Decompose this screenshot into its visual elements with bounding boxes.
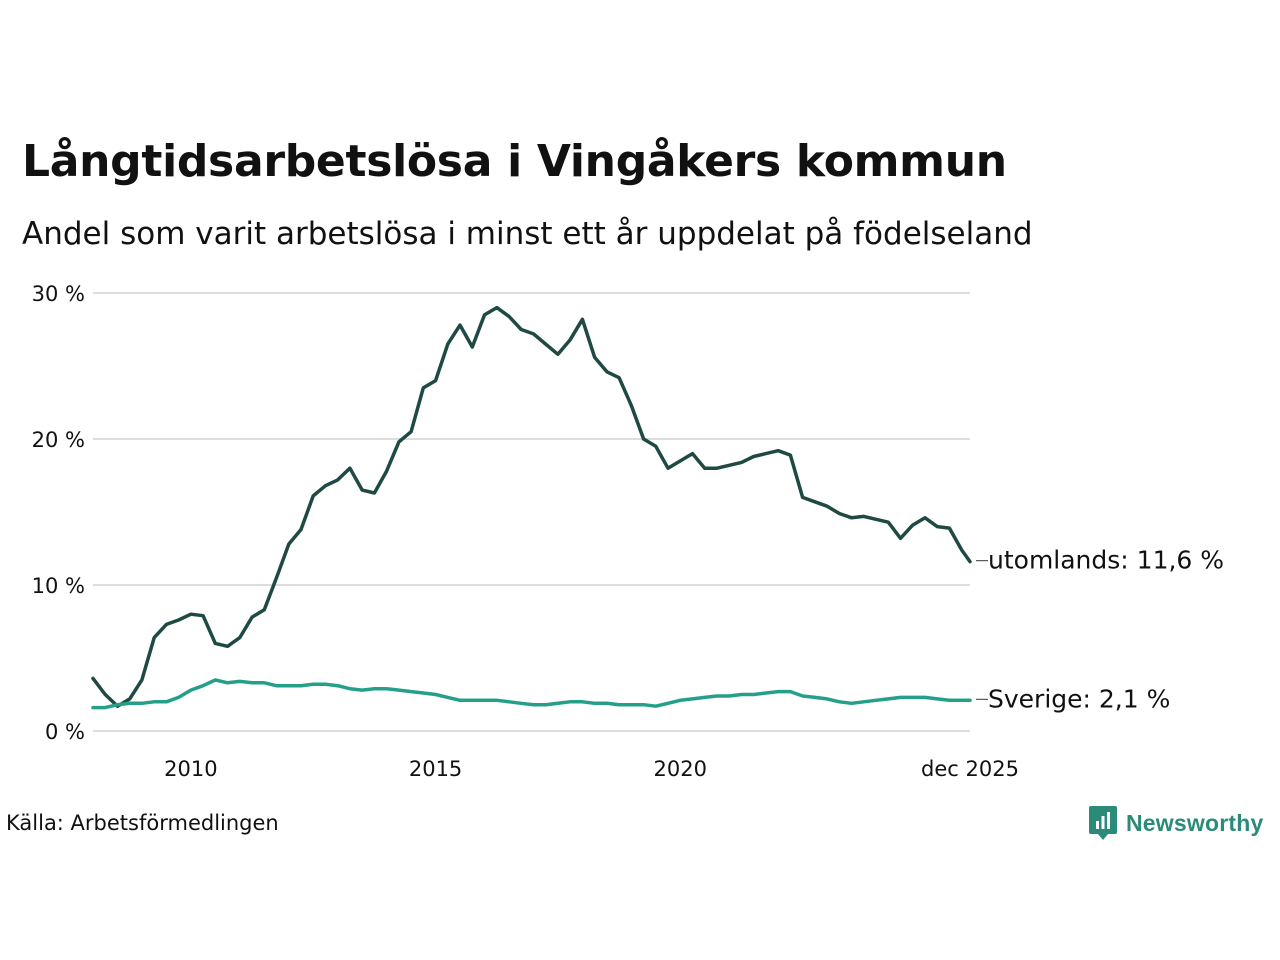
brand-logo: Newsworthy bbox=[1088, 803, 1268, 843]
x-tick-label: 2010 bbox=[164, 757, 217, 781]
grid-lines bbox=[93, 292, 970, 732]
series-lines bbox=[91, 305, 972, 710]
newsworthy-logo-icon bbox=[1089, 806, 1117, 840]
line-chart: 0 % 10 % 20 % 30 % 2010 2015 2020 dec 2025 uto… bbox=[32, 282, 1224, 781]
end-labels: utomlands: 11,6 % Sverige: 2,1 % bbox=[976, 546, 1224, 713]
y-tick-label: 0 % bbox=[45, 720, 85, 744]
x-axis-ticks: 2010 2015 2020 dec 2025 bbox=[164, 757, 1019, 781]
x-tick-label: 2015 bbox=[409, 757, 462, 781]
y-axis-ticks: 0 % 10 % 20 % 30 % bbox=[32, 282, 85, 744]
chart-title: Långtidsarbetslösa i Vingåkers kommun bbox=[22, 136, 1007, 187]
end-label-utomlands: utomlands: 11,6 % bbox=[988, 546, 1224, 575]
x-tick-label: 2020 bbox=[654, 757, 707, 781]
x-tick-label: dec 2025 bbox=[921, 757, 1019, 781]
series-line-Sverige bbox=[91, 678, 972, 710]
end-label-Sverige: Sverige: 2,1 % bbox=[988, 684, 1170, 713]
y-tick-label: 10 % bbox=[32, 574, 85, 598]
y-tick-label: 20 % bbox=[32, 428, 85, 452]
y-tick-label: 30 % bbox=[32, 282, 85, 306]
chart-subtitle: Andel som varit arbetslösa i minst ett å… bbox=[22, 216, 1033, 252]
series-line-utomlands bbox=[91, 305, 972, 708]
brand-name: Newsworthy bbox=[1126, 809, 1264, 836]
source-note: Källa: Arbetsförmedlingen bbox=[6, 811, 279, 835]
